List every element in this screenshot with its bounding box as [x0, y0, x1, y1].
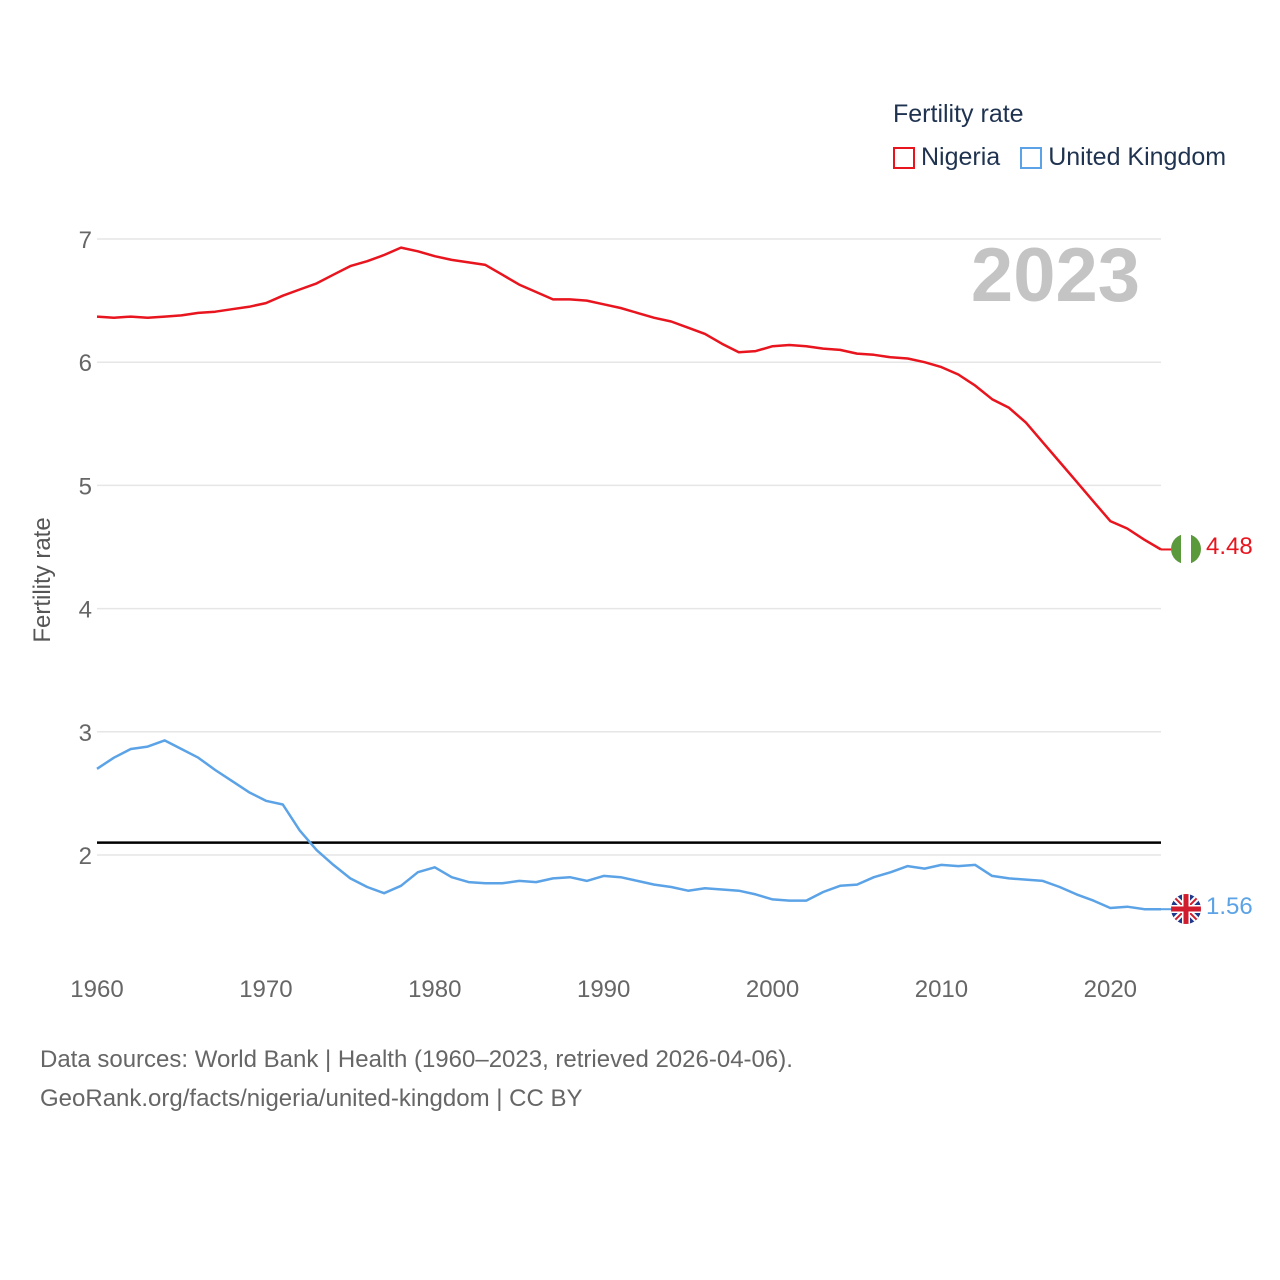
legend-label-united-kingdom: United Kingdom	[1048, 143, 1227, 171]
source-line-2[interactable]: GeoRank.org/facts/nigeria/united-kingdom…	[40, 1085, 583, 1112]
x-tick-label: 1990	[577, 976, 630, 1003]
x-tick-label: 1980	[408, 976, 461, 1003]
x-tick-label: 1970	[239, 976, 292, 1003]
legend-swatch-united-kingdom	[1020, 146, 1043, 169]
y-tick-label: 6	[79, 350, 92, 377]
legend-item-nigeria[interactable]: Nigeria	[893, 143, 1000, 172]
series-lines	[96, 246, 1172, 911]
y-tick-label: 2	[79, 843, 92, 870]
y-tick-label: 4	[79, 597, 92, 624]
grid-lines	[97, 238, 1161, 856]
legend-item-united-kingdom[interactable]: United Kingdom	[1020, 143, 1226, 172]
source-line-1: Data sources: World Bank | Health (1960–…	[40, 1046, 793, 1073]
uk-end-value: 1.56	[1206, 893, 1253, 920]
x-tick-label: 2010	[915, 976, 968, 1003]
legend: Nigeria United Kingdom	[893, 143, 1246, 172]
y-axis-label: Fertility rate	[29, 517, 56, 642]
y-tick-label: 3	[79, 720, 92, 747]
series-line-united-kingdom[interactable]	[96, 739, 1161, 911]
current-year-label: 2023	[970, 233, 1140, 318]
y-tick-labels: 2 3 4 5 6 7	[79, 227, 92, 870]
x-tick-label: 2000	[746, 976, 799, 1003]
series-line-nigeria[interactable]	[96, 246, 1162, 551]
x-tick-label: 2020	[1084, 976, 1137, 1003]
y-tick-label: 5	[79, 473, 92, 500]
x-tick-labels: 1960 1970 1980 1990 2000 2010 2020	[70, 976, 1137, 1003]
nigeria-flag-icon	[1171, 534, 1201, 564]
uk-flag-icon	[1171, 894, 1201, 924]
nigeria-end-value: 4.48	[1206, 533, 1253, 560]
legend-swatch-nigeria	[893, 146, 915, 169]
x-tick-label: 1960	[70, 976, 123, 1003]
legend-label-nigeria: Nigeria	[921, 143, 1001, 171]
legend-title: Fertility rate	[893, 100, 1024, 128]
y-tick-label: 7	[79, 227, 92, 254]
